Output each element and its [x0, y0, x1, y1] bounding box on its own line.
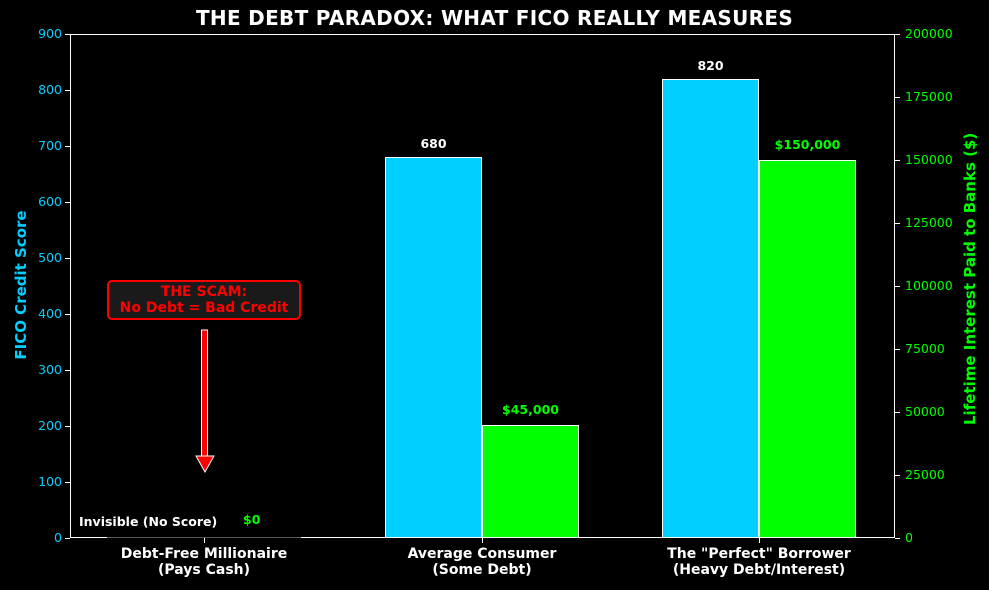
fico-score-bar	[107, 537, 204, 538]
interest-bar	[482, 424, 579, 538]
fico-score-bar	[662, 78, 759, 538]
arrow-down-icon	[195, 329, 215, 474]
right-y-tick-mark	[895, 349, 900, 350]
left-y-tick-mark	[65, 258, 70, 259]
x-category-label: The "Perfect" Borrower (Heavy Debt/Intere…	[639, 546, 879, 578]
right-y-tick-label: 200000	[905, 26, 953, 41]
x-category-label-line: Average Consumer	[407, 546, 557, 562]
left-y-tick-label: 100	[38, 474, 62, 489]
left-y-tick-mark	[65, 202, 70, 203]
chart-title: THE DEBT PARADOX: WHAT FICO REALLY MEASU…	[195, 6, 794, 30]
left-y-tick-label: 900	[38, 26, 62, 41]
left-y-tick-mark	[65, 146, 70, 147]
interest-value-label: $150,000	[774, 137, 841, 152]
right-y-tick-mark	[895, 286, 900, 287]
interest-bar	[204, 537, 301, 538]
right-y-tick-label: 50000	[905, 404, 945, 419]
left-y-tick-label: 200	[38, 418, 62, 433]
left-y-tick-mark	[65, 314, 70, 315]
left-y-tick-mark	[65, 538, 70, 539]
right-y-tick-label: 75000	[905, 341, 945, 356]
left-y-tick-label: 500	[38, 250, 62, 265]
right-y-tick-mark	[895, 160, 900, 161]
right-y-tick-mark	[895, 412, 900, 413]
x-tick-mark	[204, 538, 205, 543]
x-category-label-line: (Heavy Debt/Interest)	[672, 562, 846, 578]
fico-score-value-label: 680	[420, 136, 447, 152]
scam-annotation-line2: No Debt = Bad Credit	[119, 300, 289, 316]
interest-bar	[759, 160, 856, 538]
left-y-tick-label: 300	[38, 362, 62, 377]
left-y-tick-mark	[65, 482, 70, 483]
right-y-tick-label: 175000	[905, 89, 953, 104]
right-y-tick-mark	[895, 97, 900, 98]
x-tick-mark	[482, 538, 483, 543]
right-y-tick-label: 150000	[905, 152, 953, 167]
x-category-label-line: The "Perfect" Borrower	[667, 546, 851, 562]
x-category-label: Debt-Free Millionaire (Pays Cash)	[84, 546, 324, 578]
left-y-tick-label: 600	[38, 194, 62, 209]
left-y-tick-label: 400	[38, 306, 62, 321]
right-y-axis-label: Lifetime Interest Paid to Banks ($)	[961, 132, 979, 425]
x-category-label-line: Debt-Free Millionaire	[120, 546, 288, 562]
scam-annotation-line1: THE SCAM:	[160, 284, 248, 300]
left-y-tick-mark	[65, 370, 70, 371]
left-y-tick-mark	[65, 90, 70, 91]
interest-value-label: $45,000	[502, 401, 559, 417]
right-y-tick-mark	[895, 538, 900, 539]
left-y-tick-label: 800	[38, 82, 62, 97]
zero-interest-note: $0	[243, 512, 261, 527]
left-y-tick-label: 0	[54, 530, 62, 545]
invisible-score-note: Invisible (No Score)	[79, 514, 218, 529]
right-y-tick-label: 25000	[905, 467, 945, 482]
scam-annotation-box: THE SCAM: No Debt = Bad Credit	[107, 280, 301, 320]
x-category-label-line: (Pays Cash)	[157, 562, 251, 578]
left-y-tick-label: 700	[38, 138, 62, 153]
right-y-tick-mark	[895, 223, 900, 224]
right-y-tick-label: 100000	[905, 278, 953, 293]
right-y-tick-mark	[895, 34, 900, 35]
x-category-label: Average Consumer (Some Debt)	[362, 546, 602, 578]
x-tick-mark	[759, 538, 760, 543]
left-y-tick-mark	[65, 426, 70, 427]
left-y-tick-mark	[65, 34, 70, 35]
right-y-tick-label: 125000	[905, 215, 953, 230]
fico-score-bar	[385, 157, 482, 538]
right-y-tick-label: 0	[905, 530, 913, 545]
left-y-axis-label: FICO Credit Score	[12, 210, 30, 360]
x-category-label-line: (Some Debt)	[432, 562, 532, 578]
right-y-tick-mark	[895, 475, 900, 476]
fico-score-value-label: 820	[697, 57, 724, 73]
